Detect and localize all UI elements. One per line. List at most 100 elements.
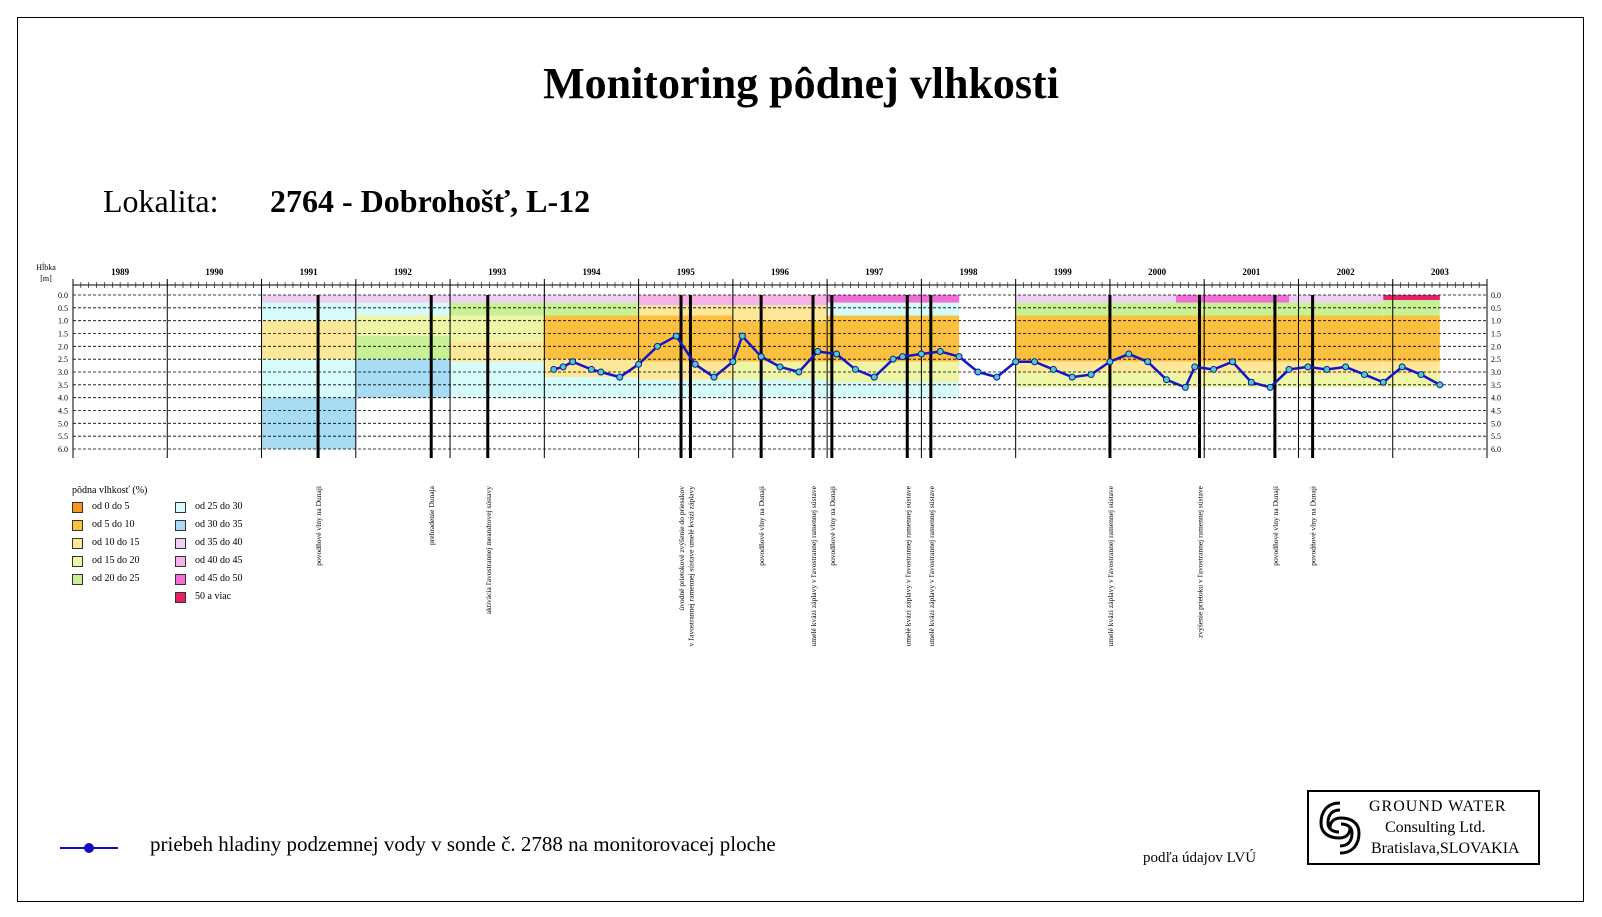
moisture-cell (1015, 372, 1176, 388)
moisture-cell (450, 295, 545, 303)
moisture-cell (921, 302, 960, 316)
year-label: 1993 (488, 267, 507, 277)
year-label: 2000 (1148, 267, 1167, 277)
groundwater-point (729, 358, 737, 366)
data-source-note: podľa údajov LVÚ (1143, 850, 1257, 866)
locality-label: Lokalita: (103, 183, 219, 219)
groundwater-point (1125, 350, 1133, 358)
groundwater-point (1417, 371, 1425, 379)
legend-swatch (175, 520, 186, 531)
event-marker-label: prehradenie Dunaja (427, 485, 436, 545)
moisture-cell (261, 320, 356, 360)
groundwater-point (814, 347, 822, 355)
legend-title: pôdna vlhkosť (%) (72, 485, 148, 496)
groundwater-point (833, 350, 841, 358)
groundwater-point (795, 368, 803, 376)
groundwater-point (1049, 365, 1057, 373)
logo-line-3: Bratislava,SLOVAKIA (1371, 840, 1520, 857)
logo-mark-icon (1319, 801, 1361, 855)
year-label: 1997 (865, 267, 884, 277)
depth-tick-label-left: 0.5 (58, 304, 68, 313)
event-marker-label: povodňové vlny na Dunaji (828, 486, 837, 566)
depth-tick-label-left: 5.5 (58, 432, 68, 441)
moisture-cell (1175, 315, 1290, 362)
moisture-cell (544, 377, 639, 398)
groundwater-point (1285, 365, 1293, 373)
moisture-cell (1015, 315, 1176, 362)
legend-label: od 0 do 5 (92, 501, 130, 512)
moisture-cell (544, 315, 639, 360)
moisture-cell (638, 379, 733, 398)
groundwater-point (653, 342, 661, 350)
year-label: 1999 (1054, 267, 1073, 277)
y-axis-unit: [m] (40, 274, 52, 283)
groundwater-point (889, 355, 897, 363)
groundwater-point (559, 363, 567, 371)
groundwater-point (1106, 358, 1114, 366)
legend-swatch (175, 502, 186, 513)
event-marker-label: zvýšenie prietoku v ľavostrannej ramenne… (1195, 485, 1204, 638)
depth-tick-label-right: 3.5 (1491, 381, 1501, 390)
groundwater-point (899, 353, 907, 361)
event-marker-label: povodňové vlny na Dunaji (1271, 486, 1280, 566)
moisture-cell (355, 336, 451, 360)
chart-title: Monitoring pôdnej vlhkosti (543, 59, 1059, 108)
moisture-cell (1383, 295, 1440, 301)
depth-tick-label-right: 0.0 (1491, 291, 1501, 300)
depth-tick-label-right: 0.5 (1491, 304, 1501, 313)
moisture-cell (1175, 295, 1290, 303)
event-marker-label: povodňové vlny na Dunaji (757, 486, 766, 566)
groundwater-point (1181, 383, 1189, 391)
moisture-cell (1383, 315, 1440, 362)
legend-swatch (72, 520, 83, 531)
moisture-cell (1289, 302, 1384, 316)
legend-label: od 35 do 40 (195, 537, 243, 548)
moisture-cell (261, 359, 356, 398)
groundwater-point (710, 373, 718, 381)
moisture-cell (544, 302, 639, 316)
legend-label: od 25 do 30 (195, 501, 243, 512)
moisture-cell (827, 302, 922, 316)
groundwater-point (1323, 365, 1331, 373)
groundwater-point (757, 353, 765, 361)
year-label: 1994 (582, 267, 601, 277)
depth-tick-label-right: 4.5 (1491, 407, 1501, 416)
legend-label: od 5 do 10 (92, 519, 135, 530)
moisture-cell (1383, 300, 1440, 316)
moisture-cell (544, 295, 639, 303)
event-marker-label: umelé kvázi záplavy v ľavostrannej ramen… (809, 485, 818, 646)
depth-tick-label-left: 4.0 (58, 394, 68, 403)
groundwater-point (1304, 363, 1312, 371)
depth-tick-label-left: 1.5 (58, 330, 68, 339)
groundwater-point (1068, 373, 1076, 381)
groundwater-point (851, 365, 859, 373)
groundwater-point (1436, 381, 1444, 389)
legend-swatch (175, 592, 186, 603)
event-marker-label: úvodné prietokové zvýšenie do priesakov (677, 486, 686, 611)
depth-tick-label-right: 6.0 (1491, 445, 1501, 454)
legend-label: od 40 do 45 (195, 555, 243, 566)
year-label: 1995 (677, 267, 696, 277)
moisture-cell (261, 397, 356, 432)
moisture-cell (450, 361, 545, 398)
groundwater-point (1144, 358, 1152, 366)
event-marker-label: povodňové vlny na Dunaji (1309, 486, 1318, 566)
groundwater-point (1210, 365, 1218, 373)
groundwater-point (597, 368, 605, 376)
depth-tick-label-left: 6.0 (58, 445, 68, 454)
moisture-cell (261, 302, 356, 321)
groundwater-point (616, 373, 624, 381)
groundwater-point (1087, 371, 1095, 379)
moisture-cell (355, 302, 451, 316)
groundwater-point (955, 353, 963, 361)
moisture-cell (1015, 302, 1176, 316)
year-label: 2003 (1431, 267, 1450, 277)
event-marker-label: umelé kvázi záplavy v ľavostrannej ramen… (903, 485, 912, 646)
moisture-cell (1383, 361, 1440, 375)
legend-swatch (72, 556, 83, 567)
groundwater-point (691, 360, 699, 368)
year-label: 1998 (960, 267, 979, 277)
depth-tick-label-left: 5.0 (58, 419, 68, 428)
depth-tick-label-left: 3.0 (58, 368, 68, 377)
